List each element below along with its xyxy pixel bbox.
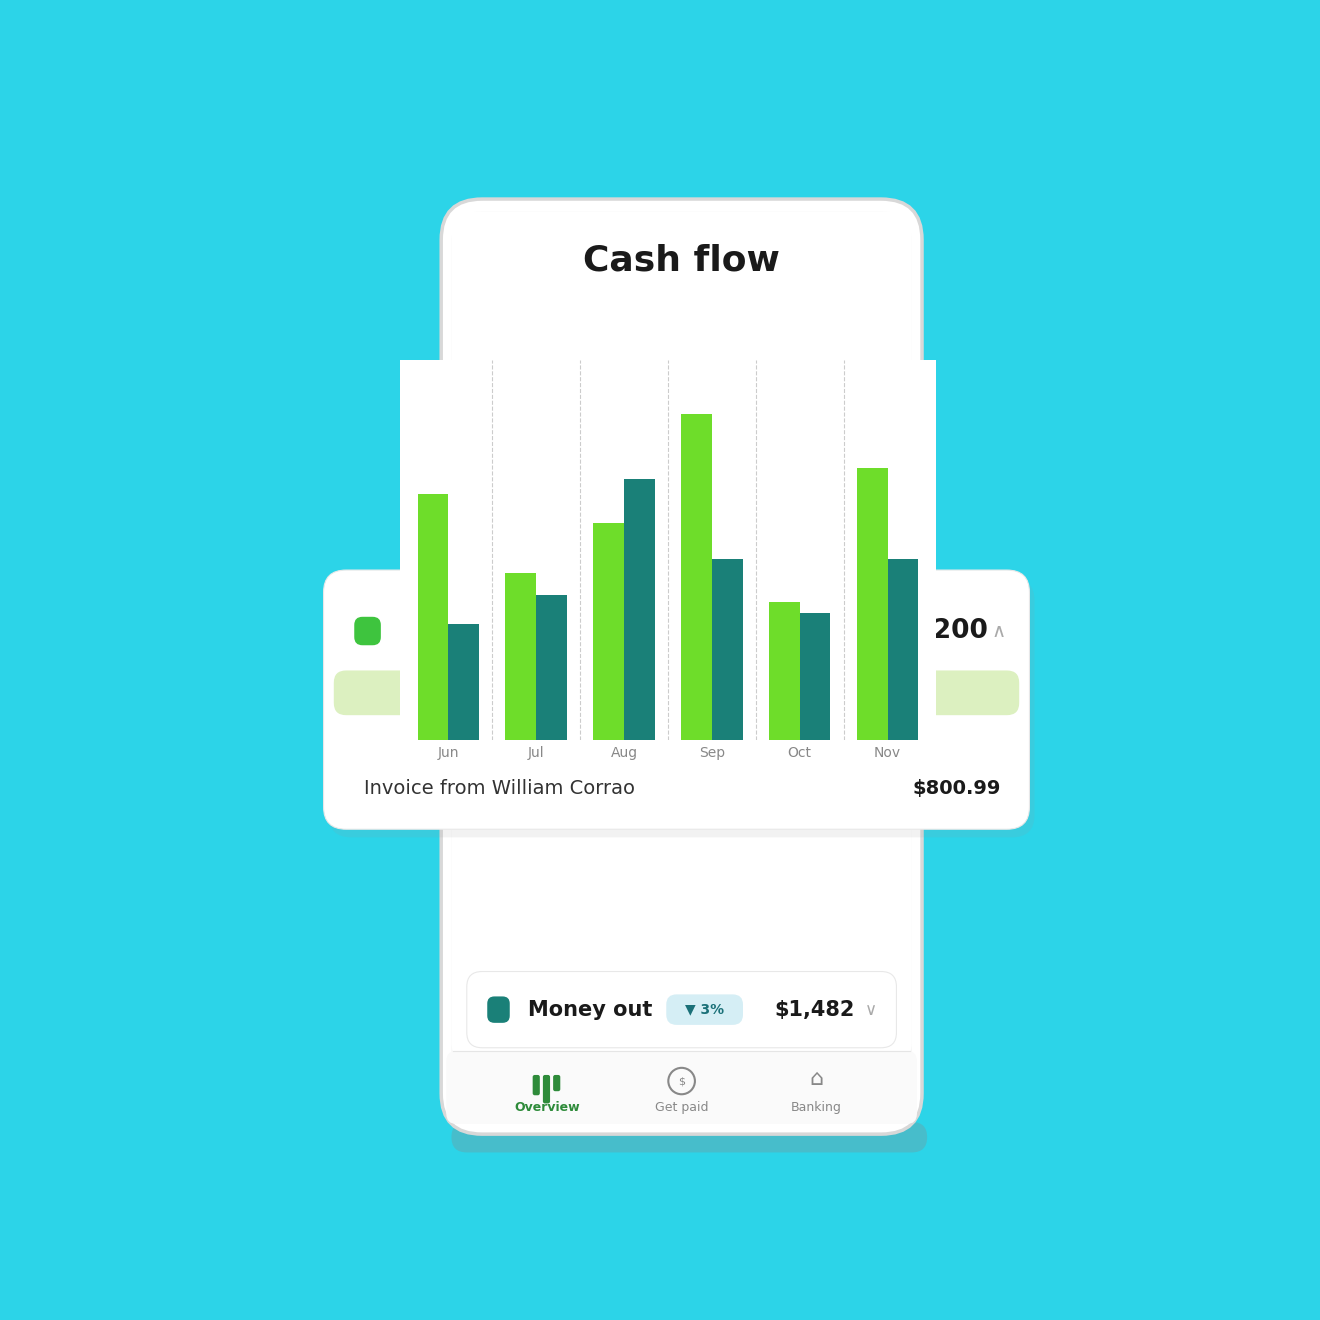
Text: ∧: ∧ [991, 622, 1006, 640]
Text: Get paid: Get paid [655, 1101, 709, 1114]
Bar [449, 624, 479, 741]
Text: Jun 1 – Nov 1: Jun 1 – Nov 1 [487, 426, 583, 441]
FancyBboxPatch shape [446, 1051, 917, 1125]
FancyBboxPatch shape [667, 994, 743, 1024]
Bar [506, 573, 536, 741]
FancyBboxPatch shape [595, 614, 686, 648]
FancyBboxPatch shape [323, 570, 1030, 829]
Text: Money out: Money out [528, 999, 652, 1019]
Text: ▲ 7%: ▲ 7% [618, 622, 664, 640]
Circle shape [252, 255, 1101, 1098]
Text: $: $ [678, 1076, 685, 1086]
Text: ∨: ∨ [865, 1001, 876, 1019]
Text: $5,200: $5,200 [887, 618, 989, 644]
Bar [593, 523, 624, 741]
Bar [857, 469, 887, 741]
Text: Overview: Overview [515, 1101, 579, 1114]
FancyBboxPatch shape [354, 616, 381, 645]
Bar [770, 602, 800, 741]
FancyBboxPatch shape [441, 199, 921, 1134]
Text: Up $127 compared to this time last month: Up $127 compared to this time last month [478, 684, 875, 702]
FancyBboxPatch shape [553, 1074, 560, 1092]
Text: Invoice from William Corrao: Invoice from William Corrao [364, 779, 635, 799]
FancyBboxPatch shape [329, 578, 1035, 837]
FancyBboxPatch shape [451, 211, 912, 1063]
FancyBboxPatch shape [467, 405, 899, 774]
Bar [536, 595, 566, 741]
Text: ↗: ↗ [859, 426, 870, 438]
FancyBboxPatch shape [451, 1122, 927, 1152]
Text: ⌂: ⌂ [809, 1069, 824, 1089]
Bar [887, 558, 919, 741]
Text: Cash flow: Cash flow [583, 243, 780, 277]
Bar [800, 614, 830, 741]
Text: $1,482: $1,482 [775, 999, 855, 1019]
Bar [681, 414, 711, 741]
FancyBboxPatch shape [487, 997, 510, 1023]
Text: $800.99: $800.99 [912, 779, 1001, 799]
Bar [417, 494, 449, 741]
FancyBboxPatch shape [845, 417, 884, 447]
FancyBboxPatch shape [334, 671, 1019, 715]
Text: Money in: Money in [400, 619, 529, 643]
FancyBboxPatch shape [467, 972, 896, 1048]
FancyBboxPatch shape [451, 211, 912, 1122]
FancyBboxPatch shape [909, 694, 915, 807]
Text: Banking: Banking [791, 1101, 842, 1114]
Text: ▼ 3%: ▼ 3% [685, 1003, 725, 1016]
Bar [624, 479, 655, 741]
FancyBboxPatch shape [543, 1074, 550, 1104]
FancyBboxPatch shape [533, 1074, 540, 1096]
Bar [711, 558, 743, 741]
